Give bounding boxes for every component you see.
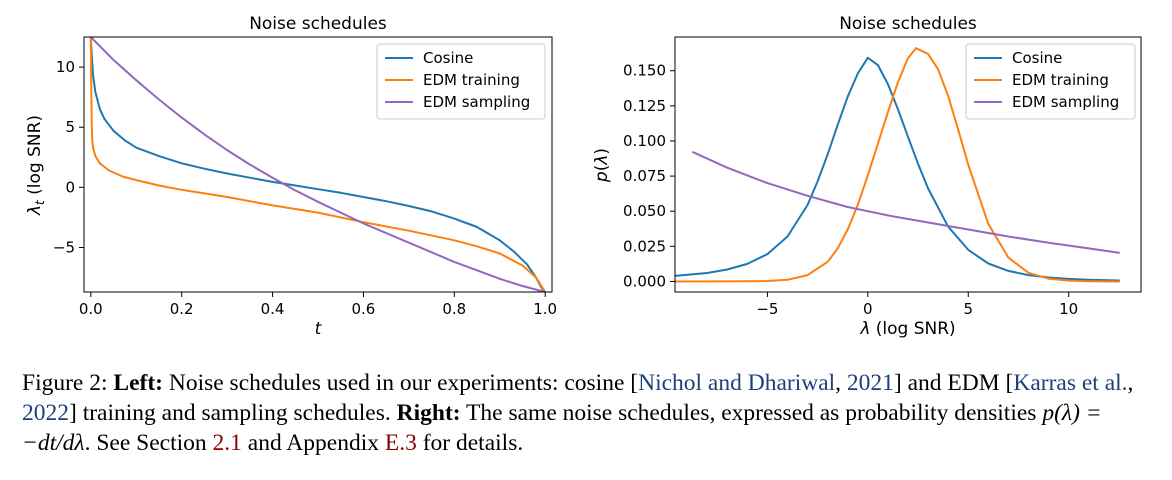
caption-citation-link[interactable]: 2021: [846, 370, 894, 396]
left-x-tick-label: 0.8: [442, 300, 466, 318]
right-y-ticks: 0.000 0.025 0.050 0.075 0.100 0.125 0.150: [623, 62, 675, 290]
left-series-line-2: [89, 37, 547, 292]
right-chart-title: Noise schedules: [839, 14, 977, 34]
figure-caption: Figure 2: Left: Noise schedules used in …: [22, 368, 1152, 458]
left-y-ticks: −5 0 5 10: [53, 58, 84, 256]
left-x-tick-label: 0.6: [352, 300, 376, 318]
caption-fig-label: Figure 2:: [22, 370, 114, 396]
left-y-tick-label: −5: [53, 238, 75, 256]
left-legend-label: EDM sampling: [423, 93, 530, 111]
caption-citation-link[interactable]: Nichol and Dhariwal: [638, 370, 836, 396]
left-axes-frame: [83, 36, 553, 293]
caption-text: Noise schedules used in our experiments:…: [162, 370, 639, 396]
left-legend-label: EDM training: [423, 71, 520, 89]
caption-citation-link[interactable]: Karras et al.: [1013, 370, 1128, 396]
right-legend-box: [965, 43, 1136, 120]
figure: Noise schedules 0.0 0.2 0.4 0.6 0.8 1.0 −5 0 5 1…: [25, 14, 1142, 339]
left-y-tick-label: 5: [65, 118, 75, 136]
caption-text: ] training and sampling schedules.: [69, 400, 397, 426]
left-legend-box: [376, 43, 546, 120]
left-plot-area: [89, 37, 547, 292]
right-legend: Cosine EDM training EDM sampling: [965, 43, 1136, 120]
left-x-tick-label: 0.2: [170, 300, 194, 318]
caption-left-label: Left:: [113, 370, 163, 396]
left-y-tick-label: 10: [56, 58, 75, 76]
right-x-axis-label: λ (log SNR): [859, 319, 955, 339]
left-series-line-3: [89, 37, 547, 292]
right-y-tick-label: 0.100: [623, 132, 666, 150]
caption-text: ,: [835, 370, 847, 396]
caption-text: for details.: [416, 430, 524, 456]
caption-text: The same noise schedules, expressed as p…: [460, 400, 1043, 426]
right-legend-label: EDM sampling: [1012, 93, 1119, 111]
right-x-tick-label: 5: [963, 300, 973, 318]
left-x-tick-label: 0.0: [79, 300, 103, 318]
left-legend: Cosine EDM training EDM sampling: [376, 43, 546, 120]
right-series-line-1: [675, 56, 1120, 282]
right-legend-label: EDM training: [1012, 71, 1109, 89]
left-legend-label: Cosine: [423, 49, 473, 67]
caption-right-label: Right:: [396, 400, 461, 426]
right-y-tick-label: 0.150: [623, 62, 666, 80]
caption-formula: p(λ) = −dt/dλ: [22, 400, 1102, 456]
caption-appendix-link[interactable]: E.3: [384, 430, 417, 456]
right-axes-frame: [674, 36, 1142, 293]
left-x-ticks: 0.0 0.2 0.4 0.6 0.8 1.0: [79, 292, 557, 318]
right-series-line-2: [675, 47, 1120, 283]
left-x-axis-label: t: [315, 319, 323, 339]
left-x-tick-label: 0.4: [261, 300, 285, 318]
right-legend-label: Cosine: [1012, 49, 1062, 67]
caption-text: and Appendix: [241, 430, 385, 456]
left-y-axis-label: λt (log SNR): [25, 115, 47, 216]
caption-text: ] and EDM [: [893, 370, 1014, 396]
right-chart: Noise schedules −5 0 5 10 0.0000.0250.0500.…: [592, 14, 1142, 339]
left-x-tick-label: 1.0: [533, 300, 557, 318]
right-y-tick-label: 0.125: [623, 97, 666, 115]
right-x-tick-label: −5: [756, 300, 778, 318]
right-y-tick-label: 0.000: [623, 272, 666, 290]
right-x-tick-label: 0: [863, 300, 873, 318]
left-y-tick-label: 0: [65, 178, 75, 196]
left-chart-title: Noise schedules: [249, 14, 387, 34]
left-chart: Noise schedules 0.0 0.2 0.4 0.6 0.8 1.0 −5 0 5 1…: [25, 14, 557, 339]
right-x-tick-label: 10: [1059, 300, 1078, 318]
caption-text: . See Section: [84, 430, 213, 456]
right-y-tick-label: 0.025: [623, 237, 666, 255]
caption-citation-link[interactable]: 2022: [22, 400, 69, 426]
right-y-tick-label: 0.050: [623, 202, 666, 220]
right-y-tick-label: 0.075: [623, 167, 666, 185]
caption-section-link[interactable]: 2.1: [212, 430, 242, 456]
right-series-line-3: [692, 151, 1120, 254]
caption-text: ,: [1127, 370, 1134, 396]
right-plot-area: [675, 47, 1120, 283]
right-y-axis-label: p(λ): [592, 148, 612, 183]
right-x-ticks: −5 0 5 10: [756, 292, 1078, 318]
left-series-line-1: [89, 37, 547, 292]
